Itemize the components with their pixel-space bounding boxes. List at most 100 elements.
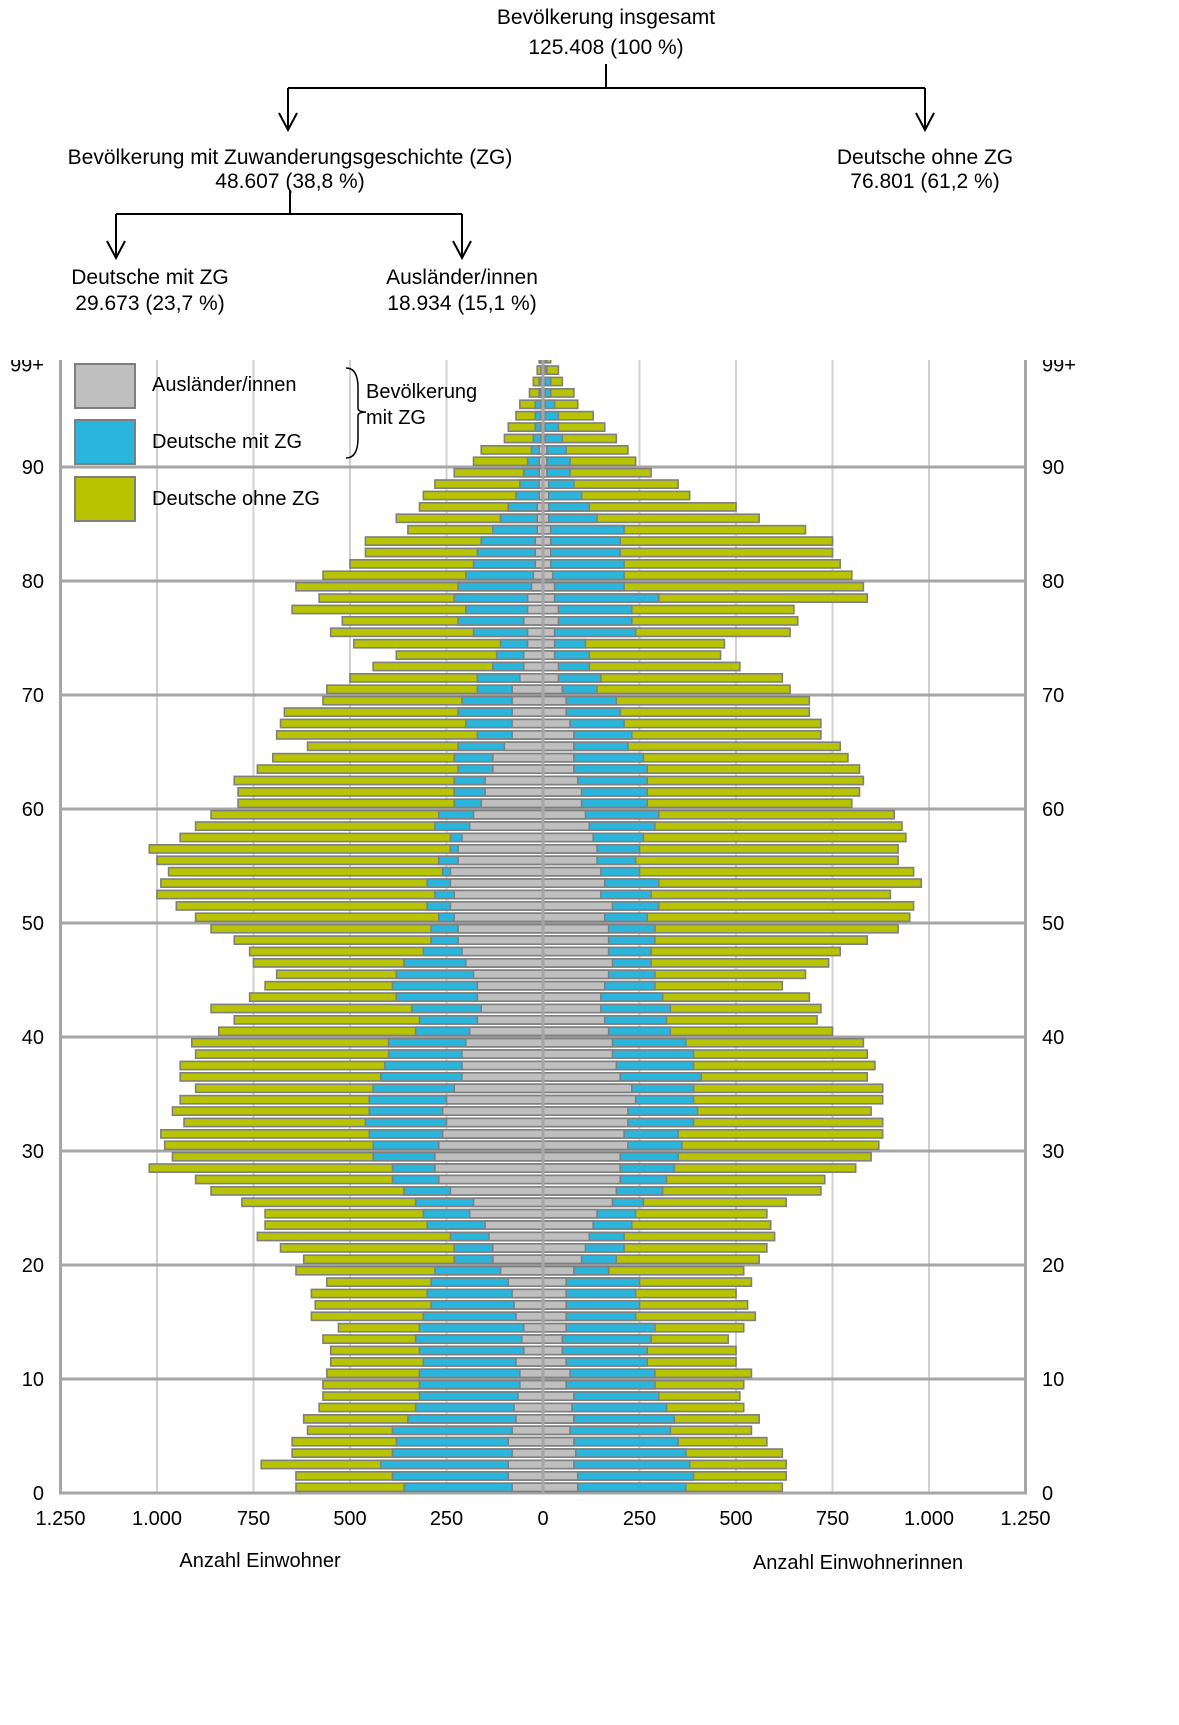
legend-label-german-zg: Deutsche mit ZG: [152, 431, 302, 453]
male-bar-foreign: [434, 1151, 544, 1162]
male-bar-foreign: [522, 661, 544, 672]
y-tick-label-left: 30: [22, 1141, 44, 1163]
male-bar-german-zg: [464, 570, 544, 581]
population-tree: Bevölkerung insgesamt 125.408 (100 %) Be…: [0, 0, 1179, 360]
male-bar-foreign: [522, 650, 544, 661]
x-tick-label: 750: [237, 1508, 270, 1530]
female-bar-foreign: [542, 672, 560, 683]
y-tick-label-right: 50: [1042, 913, 1064, 935]
female-bar-foreign: [542, 1356, 567, 1367]
female-bar-foreign: [542, 615, 560, 626]
female-bar-foreign: [542, 581, 556, 592]
female-bar-foreign: [542, 1037, 614, 1048]
female-bar-foreign: [542, 1425, 571, 1436]
y-tick-label-left: 90: [22, 457, 44, 479]
y-tick-label-right: 90: [1042, 457, 1064, 479]
y-tick-label-right: 10: [1042, 1369, 1064, 1391]
male-bar-foreign: [457, 935, 544, 946]
female-bar-foreign: [542, 1083, 633, 1094]
total-label: Bevölkerung insgesamt: [496, 6, 716, 29]
female-bar-foreign: [542, 843, 598, 854]
y-tick-label-right: 20: [1042, 1255, 1064, 1277]
male-bar-foreign: [476, 980, 544, 991]
male-bar-foreign: [488, 1231, 544, 1242]
male-bar-foreign: [445, 1117, 544, 1128]
female-bar-foreign: [542, 1140, 629, 1151]
y-tick-label-right: 0: [1042, 1483, 1053, 1505]
female-bar-foreign: [542, 992, 602, 1003]
female-bar-foreign: [542, 832, 594, 843]
female-bar-foreign: [542, 775, 579, 786]
y-tick-label-left: 50: [22, 913, 44, 935]
male-bar-foreign: [520, 1334, 544, 1345]
male-bar-foreign: [519, 1379, 544, 1390]
female-bar-german-zg: [542, 627, 637, 638]
male-bar-foreign: [476, 992, 544, 1003]
female-bar-german-zg: [542, 570, 625, 581]
male-bar-german-zg: [492, 524, 544, 535]
male-bar-foreign: [453, 889, 544, 900]
male-bar-foreign: [472, 969, 544, 980]
female-bar-foreign: [542, 764, 575, 775]
female-bar-foreign: [542, 969, 610, 980]
male-bar-foreign: [511, 1288, 544, 1299]
female-bar-german-zg: [542, 547, 621, 558]
male-bar-foreign: [461, 1060, 544, 1071]
female-bar-foreign: [542, 957, 614, 968]
male-bar-foreign: [437, 1140, 544, 1151]
male-bar-foreign: [449, 866, 544, 877]
foreign-label: Ausländer/innen: [386, 266, 538, 289]
female-bar-foreign: [542, 1277, 567, 1288]
female-bar-foreign: [542, 1482, 579, 1493]
male-bar-german-zg: [457, 581, 544, 592]
male-bar-foreign: [492, 764, 544, 775]
male-bar-foreign: [519, 1368, 544, 1379]
male-bar-foreign: [522, 615, 544, 626]
female-bar-foreign: [542, 1106, 629, 1117]
female-bar-foreign: [542, 1436, 575, 1447]
female-bar-foreign: [542, 1265, 575, 1276]
male-bar-german-zg: [472, 558, 544, 569]
y-tick-label-right: 30: [1042, 1141, 1064, 1163]
male-bar-foreign: [526, 638, 544, 649]
y-tick-label-left: 70: [22, 685, 44, 707]
x-tick-label: 1.250: [35, 1508, 85, 1530]
female-bar-foreign: [542, 1014, 606, 1025]
male-bar-german-zg: [476, 547, 544, 558]
female-bar-foreign: [542, 1391, 575, 1402]
male-bar-foreign: [472, 1197, 544, 1208]
female-bar-foreign: [542, 1049, 614, 1060]
female-bar-foreign: [542, 638, 556, 649]
female-bar-german-zg: [542, 593, 660, 604]
male-bar-foreign: [507, 1436, 544, 1447]
y-tick-label-right: 40: [1042, 1027, 1064, 1049]
female-bar-foreign: [542, 752, 575, 763]
legend-label-foreign: Ausländer/innen: [152, 374, 297, 396]
male-bar-foreign: [449, 878, 544, 889]
legend-label-german-no-zg: Deutsche ohne ZG: [152, 488, 320, 510]
male-bar-foreign: [457, 855, 544, 866]
male-bar-foreign: [515, 1311, 544, 1322]
female-bar-foreign: [542, 627, 556, 638]
male-bar-foreign: [480, 798, 544, 809]
male-bar-german-zg: [480, 536, 544, 547]
y-tick-label-left: 10: [22, 1369, 44, 1391]
female-bar-foreign: [542, 946, 610, 957]
male-bar-foreign: [472, 809, 544, 820]
male-bar-foreign: [476, 1014, 544, 1025]
male-bar-foreign: [511, 1482, 544, 1493]
male-bar-foreign: [511, 729, 544, 740]
female-bar-german-zg: [542, 524, 625, 535]
male-bar-foreign: [503, 741, 544, 752]
female-bar-foreign: [542, 1254, 583, 1265]
female-bar-foreign: [542, 1060, 618, 1071]
female-bar-foreign: [542, 821, 591, 832]
male-bar-foreign: [449, 1185, 544, 1196]
female-bar-foreign: [542, 684, 564, 695]
female-bar-foreign: [542, 1311, 567, 1322]
male-bar-foreign: [526, 627, 544, 638]
x-tick-label: 500: [719, 1508, 752, 1530]
female-bar-foreign: [542, 650, 556, 661]
y-tick-label-left: 80: [22, 571, 44, 593]
female-bar-foreign: [542, 1003, 602, 1014]
